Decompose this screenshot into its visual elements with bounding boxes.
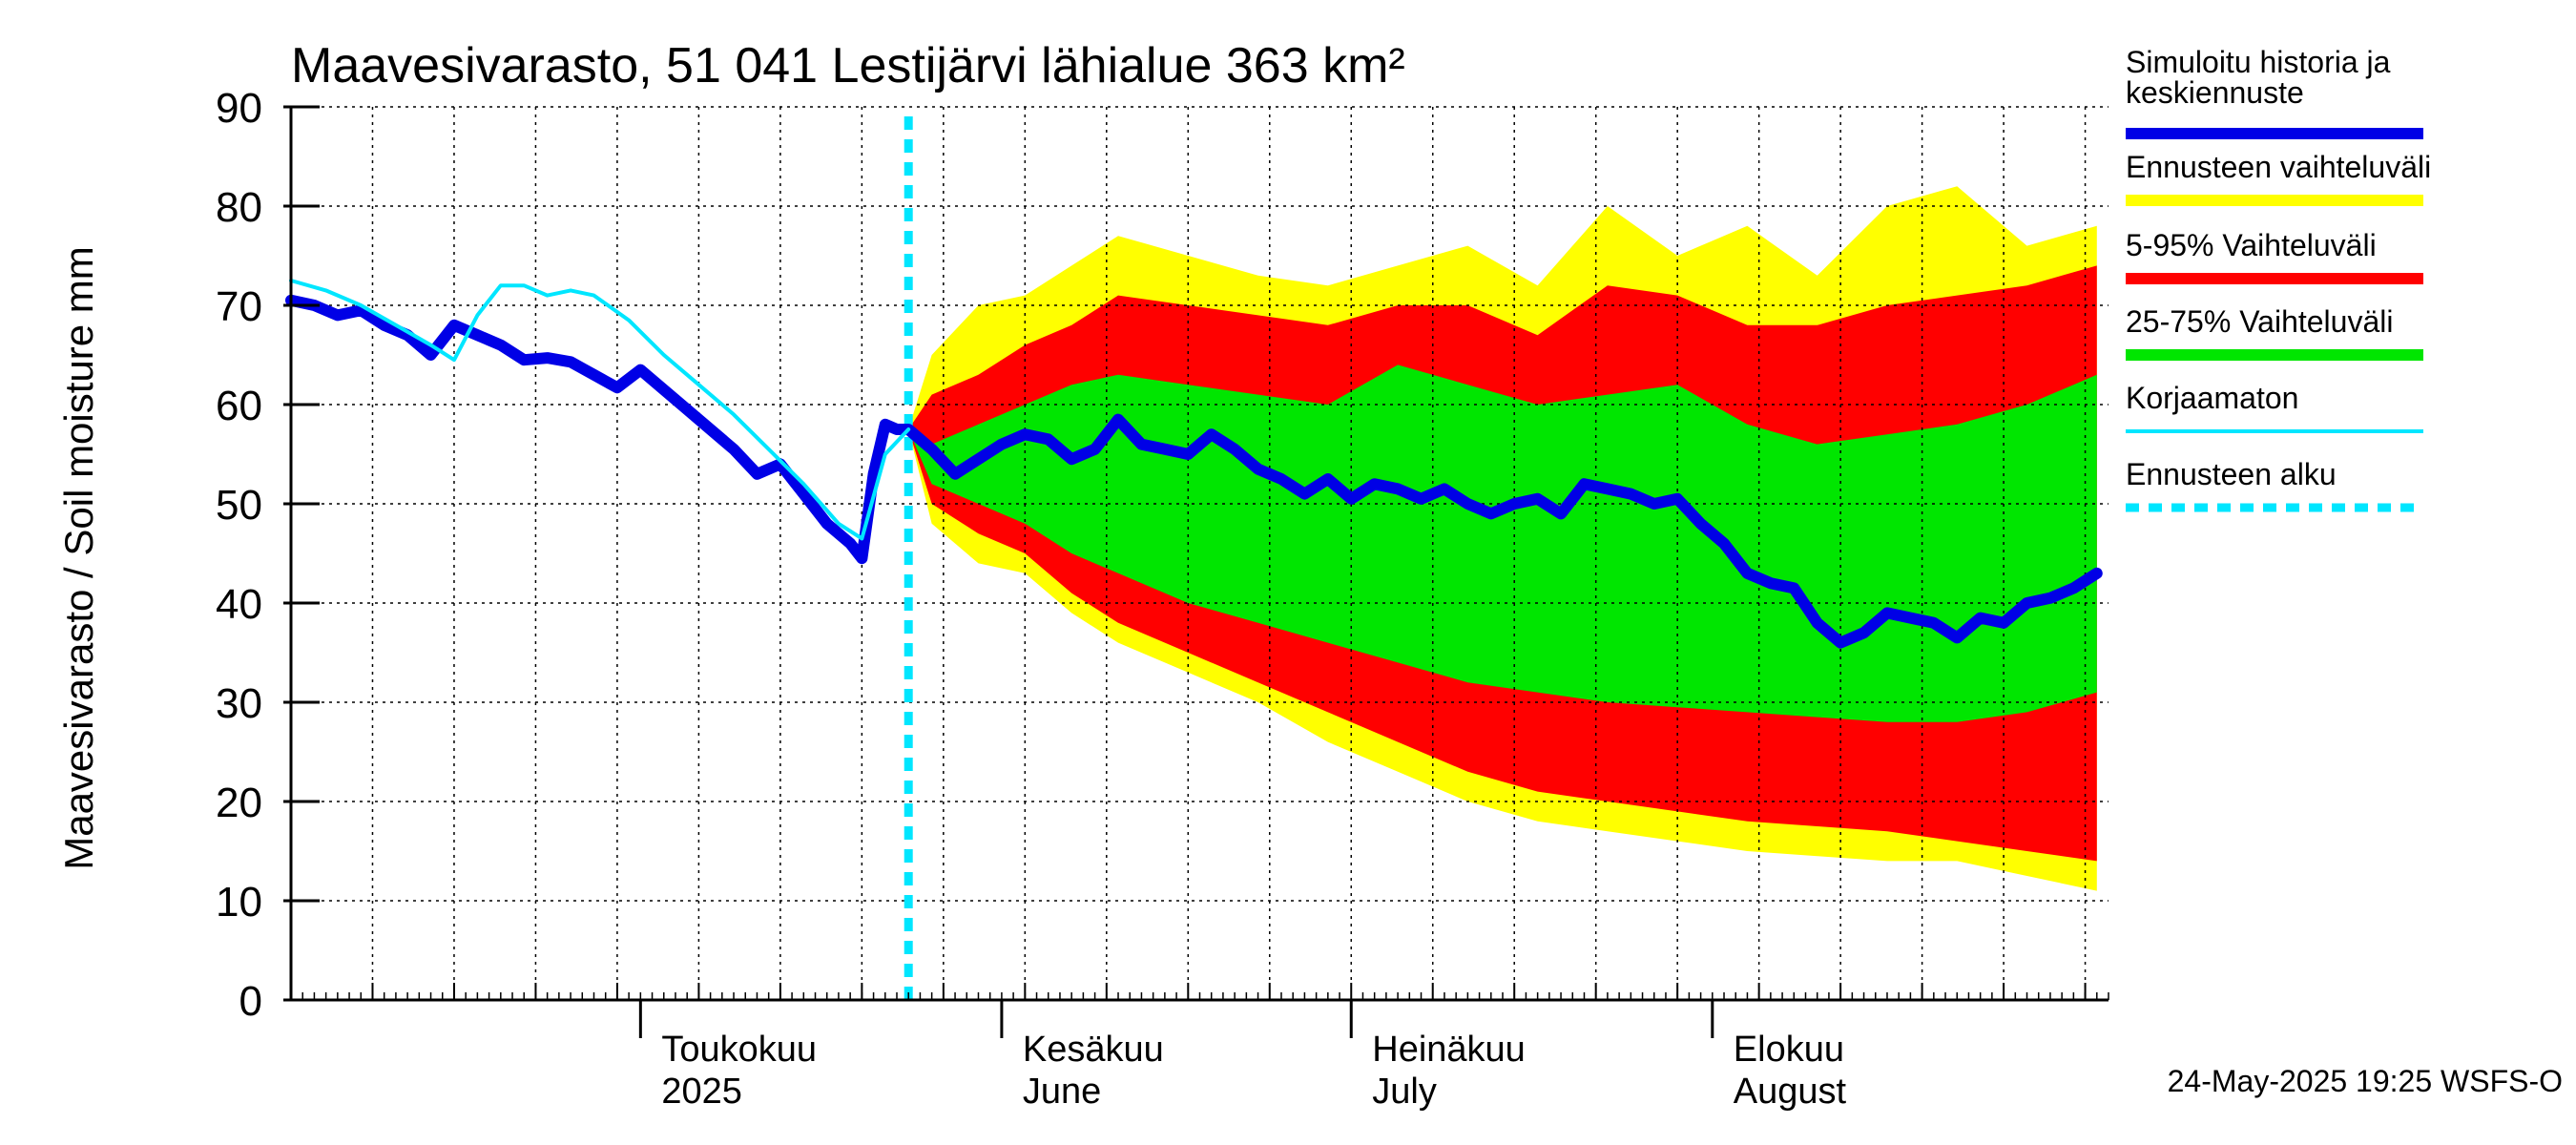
axes: 0102030405060708090Toukokuu2025KesäkuuJu… bbox=[216, 85, 2109, 1112]
series-lines bbox=[285, 116, 2103, 1000]
band-25-75-vaihteluvali bbox=[908, 364, 2097, 722]
x-month-label: June bbox=[1023, 1072, 1101, 1112]
legend: Simuloitu historia ja keskiennuste Ennuste… bbox=[2126, 45, 2431, 512]
x-month-label: August bbox=[1734, 1072, 1847, 1112]
legend-label-ennusteen-alku: Ennusteen alku bbox=[2126, 457, 2337, 491]
y-tick-label: 90 bbox=[216, 85, 262, 132]
legend-label-5-95-vaihteluvali: 5-95% Vaihteluväli bbox=[2126, 228, 2377, 262]
series-line-simuloitu-historia-ja-keskiennuste bbox=[285, 294, 2103, 649]
x-month-label: 2025 bbox=[661, 1072, 742, 1112]
x-month-label: July bbox=[1372, 1072, 1437, 1112]
y-axis-label: Maavesivarasto / Soil moisture mm bbox=[56, 246, 101, 870]
legend-label-ennusteen-vaihteluvali: Ennusteen vaihteluväli bbox=[2126, 150, 2431, 184]
legend-label-simuloitu-historia-ja-keskiennuste: Simuloitu historia ja keskiennuste bbox=[2126, 45, 2391, 110]
y-tick-label: 10 bbox=[216, 879, 262, 926]
x-month-label: Toukokuu bbox=[661, 1030, 817, 1070]
y-tick-label: 20 bbox=[216, 780, 262, 826]
x-month-label: Heinäkuu bbox=[1372, 1030, 1526, 1070]
legend-label-25-75-vaihteluvali: 25-75% Vaihteluväli bbox=[2126, 304, 2393, 339]
legend-label-line: Simuloitu historia ja bbox=[2126, 45, 2391, 79]
chart-title: Maavesivarasto, 51 041 Lestijärvi lähial… bbox=[291, 38, 1405, 94]
forecast-bands bbox=[908, 186, 2097, 891]
y-tick-label: 30 bbox=[216, 680, 262, 727]
x-month-label: Elokuu bbox=[1734, 1030, 1844, 1070]
timestamp: 24-May-2025 19:25 WSFS-O bbox=[2168, 1064, 2563, 1098]
y-tick-label: 70 bbox=[216, 283, 262, 330]
grid-lines bbox=[291, 106, 2109, 1000]
y-tick-label: 40 bbox=[216, 581, 262, 628]
y-tick-label: 0 bbox=[239, 978, 262, 1025]
x-month-label: Kesäkuu bbox=[1023, 1030, 1164, 1070]
y-tick-label: 80 bbox=[216, 184, 262, 231]
series-line-korjaamaton bbox=[289, 279, 911, 541]
y-tick-label: 60 bbox=[216, 383, 262, 429]
legend-label-line: keskiennuste bbox=[2126, 75, 2304, 110]
y-tick-label: 50 bbox=[216, 482, 262, 529]
legend-label-korjaamaton: Korjaamaton bbox=[2126, 381, 2298, 415]
